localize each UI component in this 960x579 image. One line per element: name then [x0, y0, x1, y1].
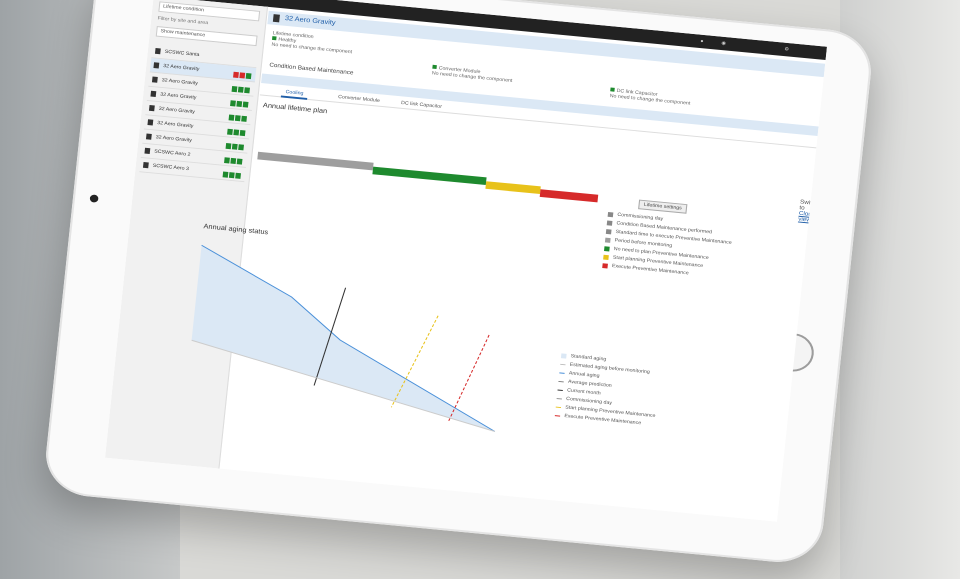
device-icon — [150, 90, 157, 97]
status-dot — [272, 36, 277, 41]
legend-swatch — [605, 229, 612, 235]
legend-swatch — [603, 254, 609, 260]
dc-link-info: DC link Capacitor No need to change the … — [609, 87, 691, 107]
execute-line — [447, 334, 490, 423]
legend-swatch — [560, 353, 567, 359]
tablet-device: ● ◉ ⚙ Lifetime condition Filter by site … — [42, 0, 875, 566]
legend-swatch — [556, 398, 562, 400]
main-panel: 32 Aero Gravity Lifetime condition Healt… — [191, 7, 826, 522]
legend-swatch — [604, 246, 610, 252]
start-planning-line — [390, 315, 439, 408]
device-icon — [151, 76, 158, 83]
tab-converter-module[interactable]: Converter Module — [337, 94, 381, 104]
device-icon — [148, 105, 155, 112]
annual-plan-title: Annual lifetime plan — [262, 102, 328, 116]
no-need-bar — [372, 166, 487, 185]
status-dot — [610, 87, 615, 92]
cloud-view-link[interactable]: Cloud view — [797, 211, 816, 224]
legend-swatch — [555, 406, 562, 409]
converter-info: Converter Module No need to change the c… — [431, 64, 513, 84]
camera-icon — [89, 194, 99, 203]
tab-cooling[interactable]: Cooling — [280, 87, 309, 100]
device-icon — [145, 133, 152, 140]
legend-swatch — [602, 263, 608, 269]
legend-swatch — [557, 389, 563, 391]
current-month-line — [313, 287, 347, 386]
aging-legend: Standard aging Estimated aging before mo… — [554, 352, 661, 430]
tab-dc-link-capacitor[interactable]: DC link Capacitor — [400, 100, 443, 110]
device-icon — [272, 14, 280, 23]
notification-icon[interactable]: ● — [700, 38, 704, 45]
device-icon — [144, 147, 151, 154]
legend-swatch — [560, 363, 566, 366]
tab-bar: Cooling Converter Module DC link Capacit… — [259, 84, 818, 149]
legend-swatch — [606, 220, 613, 226]
status-dot — [432, 64, 437, 69]
period-before-monitoring-bar — [257, 151, 374, 171]
device-icon — [142, 162, 149, 169]
device-icon — [147, 119, 154, 126]
app-screen: ● ◉ ⚙ Lifetime condition Filter by site … — [105, 0, 827, 522]
settings-icon[interactable]: ⚙ — [784, 46, 790, 53]
legend-swatch — [559, 372, 565, 374]
standard-aging-area — [191, 245, 495, 432]
maintenance-heading: Condition Based Maintenance — [269, 62, 354, 77]
plan-legend: Commissioning day Condition Based Mainte… — [602, 210, 734, 282]
aging-chart — [191, 244, 496, 432]
start-planning-bar — [485, 181, 541, 194]
legend-swatch — [558, 380, 564, 383]
device-icon — [154, 48, 161, 55]
legend-swatch — [554, 415, 561, 417]
execute-bar — [539, 189, 599, 203]
annual-aging-line — [201, 244, 496, 432]
device-icon — [153, 62, 160, 69]
page-title: 32 Aero Gravity — [284, 15, 336, 27]
x-axis — [191, 339, 496, 432]
user-icon[interactable]: ◉ — [721, 40, 727, 47]
lifetime-settings-button[interactable]: Lifetime settings — [638, 199, 688, 214]
lifetime-info: Lifetime condition Healthy No need to ch… — [271, 30, 353, 56]
legend-swatch — [607, 212, 614, 218]
info-strip — [261, 73, 819, 136]
legend-swatch — [604, 237, 611, 243]
switch-view: Switch to Cloud view — [797, 199, 819, 224]
